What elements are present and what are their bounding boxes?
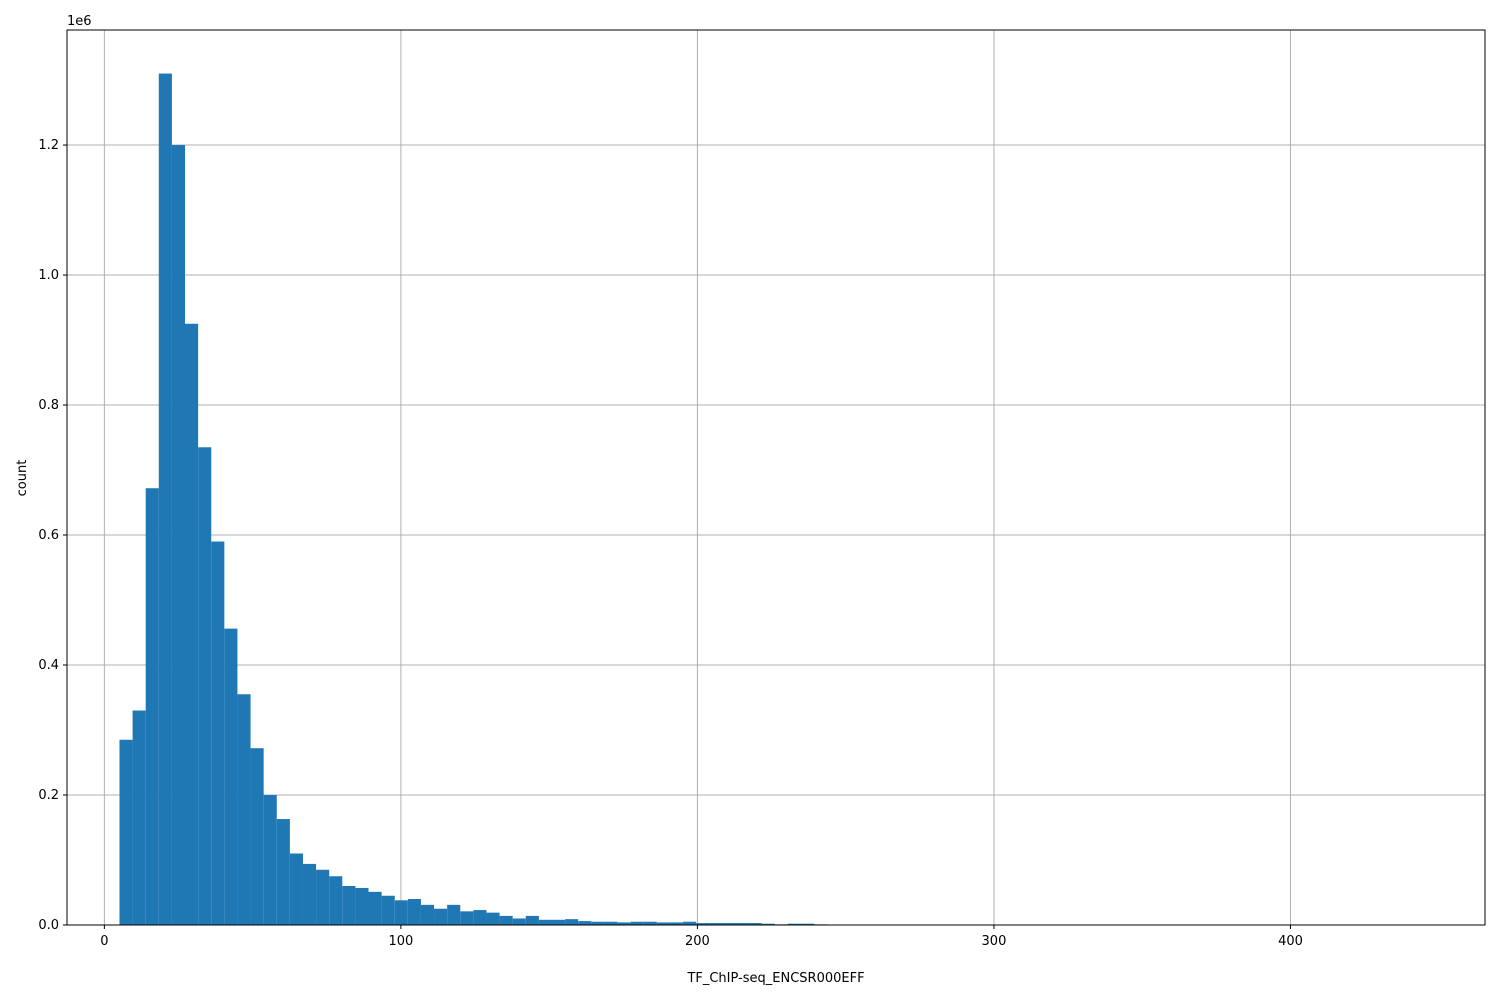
histogram-bar — [289, 853, 303, 925]
histogram-bar — [630, 921, 644, 925]
x-tick-label: 200 — [685, 934, 710, 949]
y-tick-label: 0.0 — [38, 918, 59, 933]
histogram-bar — [761, 923, 775, 925]
histogram-bar — [735, 923, 749, 925]
y-offset-label: 1e6 — [67, 14, 92, 29]
histogram-bar — [302, 863, 317, 925]
histogram-bar — [316, 869, 330, 925]
histogram-bar — [119, 739, 133, 925]
histogram-bar — [276, 819, 290, 925]
histogram-bar — [171, 145, 186, 925]
histogram-bar — [578, 921, 592, 925]
histogram-bar — [381, 895, 395, 925]
histogram-bar — [683, 921, 697, 925]
histogram-bar — [709, 923, 723, 925]
histogram-bar — [407, 899, 421, 925]
histogram-bar — [643, 921, 657, 925]
y-tick-label: 1.0 — [38, 268, 59, 283]
plot-frame — [66, 29, 1486, 926]
histogram-bar — [656, 922, 670, 925]
grid — [67, 30, 1485, 926]
histogram-bar — [722, 923, 736, 925]
histogram-bar — [145, 488, 159, 925]
histogram-bar — [329, 876, 343, 925]
histogram-bar — [617, 922, 631, 925]
x-axis-label: TF_ChIP-seq_ENCSR000EFF — [686, 971, 864, 986]
x-tick-label: 300 — [982, 934, 1007, 949]
histogram-bar — [420, 904, 435, 925]
y-axis-label: count — [15, 460, 30, 497]
histogram-bar — [368, 891, 382, 925]
y-tick-label: 0.4 — [38, 658, 59, 673]
histogram-bar — [211, 541, 225, 925]
histogram-bar — [787, 923, 802, 925]
y-tick-label: 0.2 — [38, 788, 59, 803]
histogram-bar — [604, 921, 618, 925]
histogram-bar — [158, 73, 172, 926]
histogram-bar — [512, 918, 526, 925]
bars — [119, 73, 828, 926]
histogram-bar — [473, 910, 487, 925]
x-tick-label: 100 — [388, 934, 413, 949]
histogram-bar — [669, 922, 684, 925]
histogram-bar — [525, 915, 539, 925]
histogram-bar — [224, 628, 238, 925]
histogram-bar — [263, 795, 277, 925]
histogram-bar — [394, 900, 408, 925]
histogram-bar — [696, 923, 710, 925]
histogram-bar — [250, 748, 264, 925]
histogram-bar — [447, 904, 461, 925]
histogram-bar — [748, 923, 762, 925]
histogram-bar — [552, 919, 566, 925]
x-tick-label: 400 — [1278, 934, 1303, 949]
x-tick-label: 0 — [100, 934, 108, 949]
histogram-bar — [185, 323, 199, 926]
histogram-bar — [801, 923, 815, 925]
y-tick-label: 0.8 — [38, 398, 59, 413]
histogram-bar — [198, 447, 212, 925]
y-tick-label: 1.2 — [38, 138, 59, 153]
histogram-bar — [132, 710, 146, 925]
histogram-bar — [538, 919, 553, 925]
histogram-bar — [565, 919, 579, 925]
histogram-bar — [499, 915, 513, 925]
histogram-bar — [486, 912, 500, 925]
histogram-bar — [355, 887, 369, 925]
histogram-bar — [434, 908, 448, 925]
ticks: 0 100 200 300 400 0.0 0.2 0.4 0.6 0.8 1.0 1.2 — [38, 138, 1303, 949]
histogram-bar — [591, 921, 605, 925]
histogram-bar — [342, 886, 356, 925]
histogram-bar — [460, 911, 474, 925]
y-tick-label: 0.6 — [38, 528, 59, 543]
histogram-bar — [237, 694, 251, 925]
